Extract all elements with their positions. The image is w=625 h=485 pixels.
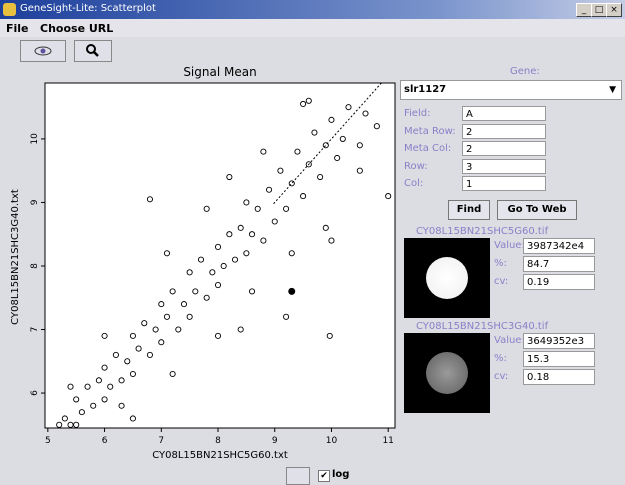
stat-value[interactable]: 0.18: [523, 369, 595, 385]
field-label: Col:: [404, 178, 423, 189]
title-bar: GeneSight-Lite: Scatterplot _ □ ×: [0, 0, 625, 19]
selected-point: [288, 288, 295, 295]
stat-label: %:: [494, 353, 507, 364]
x-tick-label: 6: [102, 436, 108, 446]
stat-label: Value:: [494, 335, 525, 346]
y-axis-label: CY08L15BN21SHC3G40.txt: [10, 189, 21, 325]
menu-item[interactable]: File: [6, 22, 29, 35]
find-button[interactable]: Find: [448, 200, 490, 220]
x-tick-label: 11: [382, 436, 393, 446]
image-file-label: CY08L15BN21SHC3G40.tif: [416, 321, 548, 332]
stat-value[interactable]: 15.3: [523, 351, 595, 367]
stat-value[interactable]: 3987342e4: [523, 238, 595, 254]
menu-item[interactable]: Choose URL: [40, 22, 113, 35]
field-label: Row:: [404, 161, 428, 172]
field-label: Meta Col:: [404, 143, 451, 154]
scatter-plot: Signal Mean CY08L15BN21SHC5G60.txt CY08L…: [0, 62, 400, 467]
plot-area: [45, 83, 395, 428]
x-tick-label: 9: [272, 436, 278, 446]
stat-value[interactable]: 3649352e3: [523, 333, 595, 349]
gene-label: Gene:: [510, 66, 540, 77]
field-label: Field:: [404, 108, 430, 119]
field-input[interactable]: 2: [462, 141, 546, 156]
spot: [426, 352, 468, 394]
y-tick-label: 8: [30, 263, 40, 269]
x-axis-label: CY08L15BN21SHC5G60.txt: [152, 450, 288, 461]
gene-value: slr1127: [404, 84, 446, 95]
window-title: GeneSight-Lite: Scatterplot: [20, 3, 156, 14]
spot-image: [404, 238, 490, 318]
view-tool-button[interactable]: [20, 40, 66, 62]
eye-icon: [21, 41, 65, 61]
y-tick-label: 10: [30, 133, 40, 145]
y-tick-label: 9: [30, 199, 40, 205]
field-input[interactable]: 3: [462, 159, 546, 174]
field-input[interactable]: 1: [462, 176, 546, 191]
y-tick-label: 6: [30, 390, 40, 396]
field-input[interactable]: A: [462, 106, 546, 121]
close-button[interactable]: ×: [606, 3, 622, 17]
stat-label: %:: [494, 258, 507, 269]
maximize-button[interactable]: □: [591, 3, 607, 17]
stat-value[interactable]: 0.19: [523, 274, 595, 290]
stat-label: cv:: [494, 371, 508, 382]
chart-title: Signal Mean: [183, 65, 256, 79]
stat-label: cv:: [494, 276, 508, 287]
x-tick-label: 7: [158, 436, 164, 446]
table-button[interactable]: [286, 467, 310, 485]
zoom-tool-button[interactable]: [74, 40, 112, 62]
field-input[interactable]: 2: [462, 124, 546, 139]
minimize-button[interactable]: _: [576, 3, 592, 17]
app-icon: [3, 3, 16, 16]
stat-value[interactable]: 84.7: [523, 256, 595, 272]
field-label: Meta Row:: [404, 126, 456, 137]
spot-image: [404, 333, 490, 413]
x-tick-label: 5: [45, 436, 51, 446]
menu-bar: File Choose URL: [0, 19, 625, 37]
stat-label: Value:: [494, 240, 525, 251]
dropdown-arrow: ▼: [609, 81, 616, 99]
go-to-web-button[interactable]: Go To Web: [497, 200, 577, 220]
image-file-label: CY08L15BN21SHC5G60.tif: [416, 226, 548, 237]
spot: [426, 257, 468, 299]
app-window: {"window": {"title": "GeneSight-Lite: Sc…: [0, 0, 625, 485]
gene-dropdown[interactable]: slr1127 ▼: [400, 80, 622, 100]
magnifier-icon: [75, 41, 111, 61]
y-tick-label: 7: [30, 327, 40, 333]
x-tick-label: 10: [326, 436, 338, 446]
log-checkbox[interactable]: ✔: [318, 470, 330, 482]
x-tick-label: 8: [215, 436, 221, 446]
log-label: log: [332, 469, 349, 480]
